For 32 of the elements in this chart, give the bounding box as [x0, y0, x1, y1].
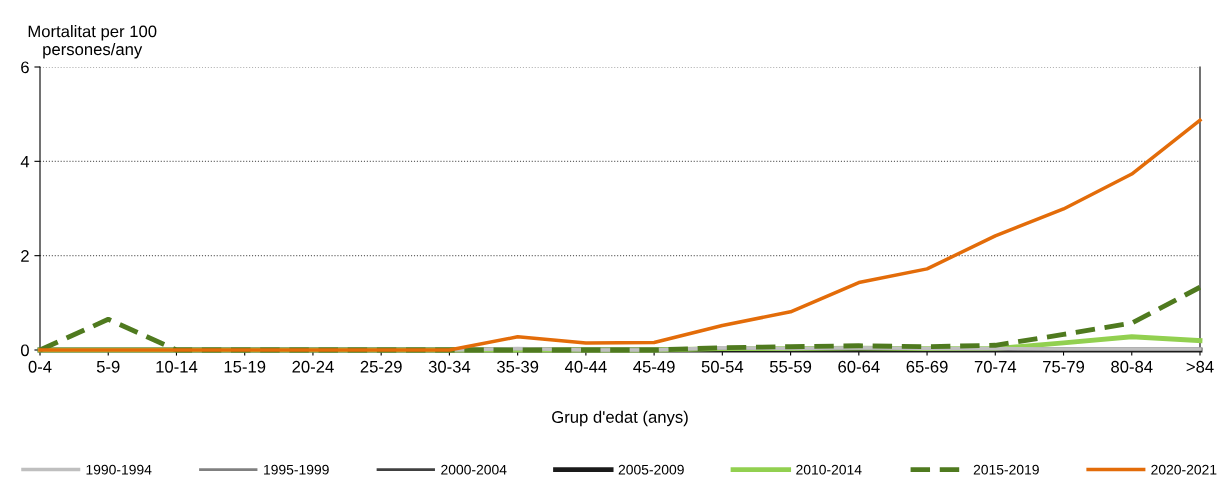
y-tick-label: 0 [20, 344, 29, 357]
y-tick-label: 2 [21, 250, 29, 262]
x-tick-label: 0-4 [28, 360, 52, 373]
x-axis-title: Grup d'edat (anys) [552, 410, 688, 427]
x-tick-label: 35-39 [496, 360, 539, 373]
x-tick-label: 50-54 [701, 360, 744, 373]
x-tick-label: 10-14 [156, 360, 198, 373]
x-tick-label: 80-84 [1111, 360, 1153, 373]
x-tick-label: 45-49 [633, 360, 675, 373]
x-tick-label: 65-69 [906, 360, 948, 373]
y-tick-label: 4 [20, 155, 30, 168]
legend-label: 2020-2021 [1151, 464, 1217, 475]
x-tick-label: 40-44 [564, 360, 607, 373]
legend-label: 1990-1994 [86, 464, 152, 475]
x-tick-label: 5-9 [96, 360, 120, 373]
y-tick-label: 6 [21, 61, 29, 74]
x-tick-label: 25-29 [360, 360, 402, 373]
x-tick-label: 55-59 [769, 360, 812, 373]
legend-label: 2015-2019 [973, 464, 1039, 475]
x-tick-label: >84 [1186, 360, 1214, 373]
legend-label: 2005-2009 [618, 464, 684, 475]
y-axis-title: Mortalitat per 100 persones/any [28, 25, 157, 59]
legend-label: 1995-1999 [264, 464, 329, 475]
legend-label: 2010-2014 [796, 464, 862, 475]
legend-label: 2000-2004 [441, 464, 507, 475]
x-tick-label: 20-24 [292, 360, 334, 373]
x-tick-label: 15-19 [224, 360, 266, 373]
x-tick-label: 70-74 [974, 360, 1017, 373]
line-series [38, 118, 1202, 352]
x-tick-label: 30-34 [428, 360, 471, 373]
x-tick-label: 60-64 [838, 360, 880, 373]
x-tick-label: 75-79 [1043, 360, 1085, 373]
